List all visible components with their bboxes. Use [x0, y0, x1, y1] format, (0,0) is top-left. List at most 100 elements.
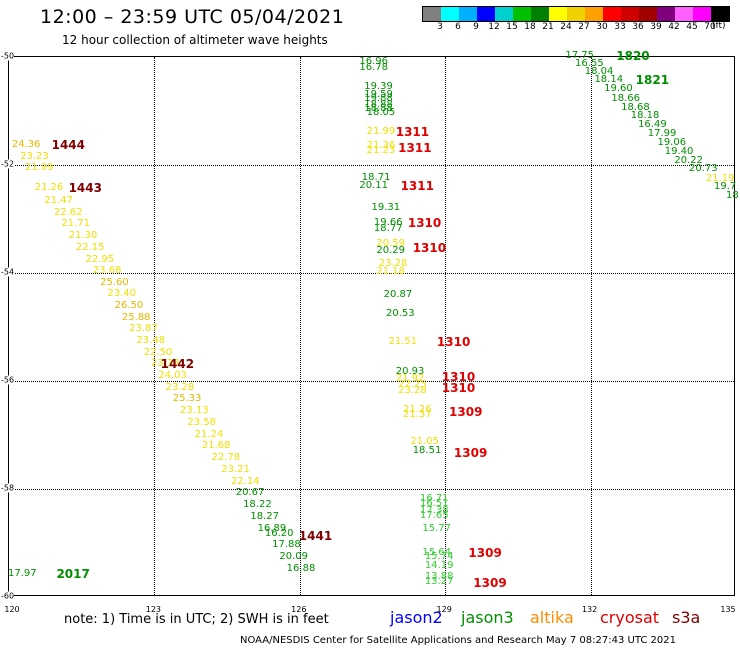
wave-height-reading: 13.27	[424, 575, 454, 587]
wave-height-reading: 22.14	[230, 475, 260, 487]
map-subtitle: 12 hour collection of altimeter wave hei…	[62, 33, 328, 47]
legend-label: 70	[704, 22, 716, 32]
wave-height-reading: 16.55	[575, 58, 604, 70]
pass-number-label: 1443	[68, 181, 102, 196]
legend-label: 21	[542, 22, 554, 32]
wave-height-reading: 17.65	[419, 510, 449, 522]
legend-swatch	[513, 7, 531, 21]
wave-height-reading: 24.03	[158, 370, 187, 382]
wave-height-reading: 21.99	[366, 125, 396, 137]
legend-label: 27	[578, 22, 590, 32]
wave-height-reading: 21.24	[194, 428, 224, 440]
wave-height-reading: 20.59	[376, 237, 405, 249]
legend-swatch	[585, 7, 603, 21]
pass-number-label: 1310	[412, 240, 447, 255]
longitude-label: 132	[581, 605, 598, 614]
wave-height-reading: 22.50	[143, 347, 173, 358]
legend-label: 3	[437, 22, 443, 32]
satellite-altika: altika	[530, 608, 574, 627]
wave-height-reading: 13.88	[424, 571, 454, 583]
wave-height-reading: 20.11	[359, 179, 389, 191]
wave-height-reading: 18.22	[243, 499, 272, 511]
wave-height-reading: 21.23	[366, 144, 396, 156]
legend-label: 39	[650, 22, 662, 32]
wave-height-reading: 22.62	[54, 206, 83, 218]
longitude-gridline	[445, 57, 447, 595]
wave-height-reading: 19.7	[714, 180, 737, 192]
wave-height-reading: 17.75	[565, 50, 594, 61]
map-plot-area	[8, 56, 735, 596]
legend-swatch	[693, 7, 711, 21]
wave-height-reading: 19.06	[657, 137, 687, 149]
wave-height-reading: 20.67	[235, 487, 265, 499]
legend-labels: 3 6 9 12 15 18 21 24 27 30 33 36 39 42 45 70	[422, 22, 728, 34]
wave-height-reading: 21.18	[376, 266, 405, 277]
latitude-gridline	[9, 273, 734, 274]
credit-line: NOAA/NESDIS Center for Satellite Applica…	[240, 635, 676, 646]
wave-height-reading: 25.60	[100, 276, 129, 288]
wave-height-reading: 15.77	[422, 522, 452, 534]
latitude-gridline	[9, 165, 734, 166]
wave-height-reading: 19.88	[364, 93, 393, 105]
wave-height-reading: 16.88	[286, 563, 316, 574]
wave-height-reading: 21.37	[403, 409, 432, 421]
wave-height-reading: 18.68	[621, 101, 650, 113]
wave-height-reading: 25.33	[172, 393, 202, 405]
wave-height-reading: 21.47	[44, 194, 73, 206]
wave-height-reading: 22.95	[85, 253, 115, 265]
pass-number-label: 1821	[635, 73, 670, 88]
wave-height-reading: 16.51	[419, 498, 449, 510]
wave-height-reading: 16.49	[638, 119, 667, 131]
wave-height-reading: 22.78	[211, 452, 241, 464]
wave-height-reading: 18.88	[364, 98, 393, 110]
wave-height-reading: 16.78	[359, 61, 389, 73]
legend-label: 18	[524, 22, 536, 32]
wave-height-reading: 18.04	[584, 66, 614, 78]
pass-number-label: 1310	[407, 216, 442, 231]
footer-note: note: 1) Time is in UTC; 2) SWH is in fe…	[64, 612, 329, 627]
legend-label: 42	[668, 22, 680, 32]
pass-number-label: 2017	[56, 567, 90, 582]
legend-label: 45	[686, 22, 698, 32]
wave-height-reading: 20.87	[383, 288, 413, 300]
legend-label: 6	[455, 22, 461, 32]
pass-number-label: 1309	[449, 405, 483, 420]
wave-height-reading: 19.60	[604, 83, 633, 95]
wave-height-reading: 19.66	[373, 217, 403, 229]
legend-label: 30	[596, 22, 608, 32]
wave-height-reading: 18.14	[594, 74, 624, 86]
wave-height-reading: 21.30	[68, 229, 98, 241]
legend-label: 12	[488, 22, 500, 32]
legend-swatch	[441, 7, 459, 21]
longitude-label: 135	[720, 605, 736, 614]
wave-height-reading: 18.88	[364, 102, 393, 114]
wave-height-reading: 17.88	[272, 539, 301, 551]
pass-number-label: 1310	[441, 381, 476, 396]
wave-height-reading: 23.28	[165, 382, 195, 394]
wave-height-reading: 21.71	[61, 218, 90, 230]
wave-height-reading: 21.51	[388, 336, 418, 348]
pass-number-label: 1311	[400, 178, 434, 193]
pass-number-label: 1442	[160, 357, 195, 372]
longitude-gridline	[299, 57, 301, 595]
longitude-label: 120	[4, 605, 20, 614]
wave-height-reading: 20.29	[376, 245, 405, 257]
pass-number-label: 1311	[398, 140, 432, 155]
wave-height-reading: 16.89	[257, 522, 287, 534]
map-title: 12:00 – 23:59 UTC 05/04/2021	[40, 6, 345, 28]
wave-height-reading: 25.88	[121, 311, 151, 323]
wave-height-reading: 20.53	[386, 308, 415, 320]
legend-swatch	[603, 7, 621, 21]
color-legend	[422, 6, 730, 22]
wave-height-reading: 21.26	[403, 403, 432, 415]
wave-height-reading: 26.50	[114, 300, 144, 312]
pass-number-label: 1441	[298, 528, 333, 543]
legend-swatch	[675, 7, 693, 21]
legend-swatch	[639, 7, 657, 21]
pass-number-label: 1820	[616, 49, 650, 63]
legend-label: 36	[632, 22, 644, 32]
legend-swatch	[567, 7, 585, 21]
latitude-gridline	[9, 489, 734, 490]
legend-swatch	[459, 7, 477, 21]
legend-swatch	[423, 7, 441, 21]
